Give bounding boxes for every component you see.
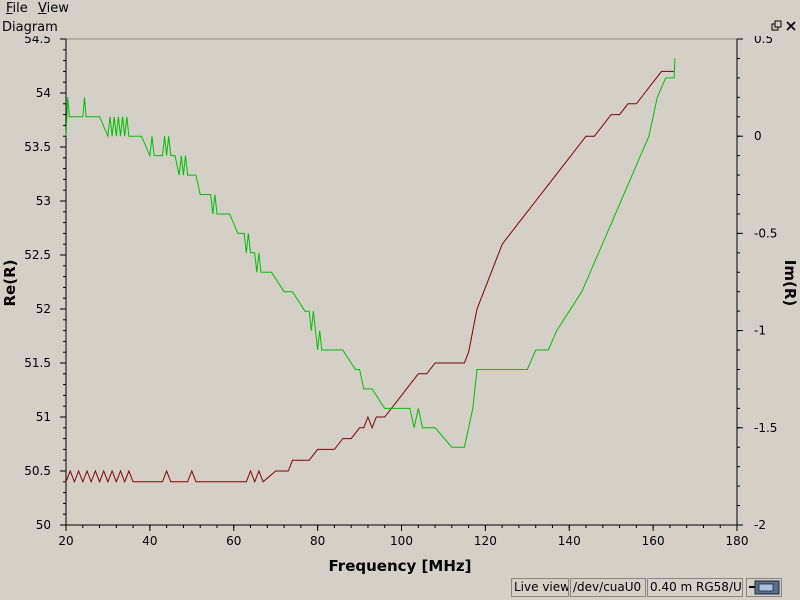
analyzer-device-icon — [746, 578, 782, 597]
plot-area — [65, 38, 738, 526]
y2-axis-label: Im(R) — [781, 260, 799, 306]
status-live-view: Live view — [511, 578, 569, 597]
y-tick-label: 50.5 — [24, 464, 51, 478]
y-tick-label: 53.5 — [24, 140, 51, 154]
statusbar: Live view /dev/cuaU0 0.40 m RG58/U — [0, 577, 800, 600]
x-tick-label: 100 — [390, 534, 413, 548]
y2-tick-label: -1 — [754, 324, 766, 338]
series-re-line — [65, 70, 675, 484]
y-axis-label: Re(R) — [1, 260, 19, 307]
x-tick-label: 20 — [58, 534, 73, 548]
y-tick-label: 54 — [36, 86, 51, 100]
menu-file-rest: ile — [12, 1, 28, 16]
y2-tick-label: -0.5 — [754, 226, 777, 240]
series-im-line — [65, 58, 676, 448]
y-tick-label: 52 — [36, 302, 51, 316]
y-tick-label: 51.5 — [24, 356, 51, 370]
x-tick-label: 180 — [726, 534, 749, 548]
x-tick-label: 140 — [558, 534, 581, 548]
y2-tick-label: -1.5 — [754, 421, 777, 435]
diagram-title: Diagram — [2, 20, 58, 35]
diagram-dock-title: Diagram — [0, 19, 800, 37]
y-tick-label: 53 — [36, 194, 51, 208]
y2-tick-label: -2 — [754, 518, 766, 532]
menu-view[interactable]: View — [38, 1, 69, 16]
menu-file-mnemonic: F — [6, 1, 13, 16]
x-tick-label: 160 — [642, 534, 665, 548]
y-tick-label: 54.5 — [24, 36, 51, 46]
menu-view-rest: iew — [46, 1, 69, 16]
x-tick-label: 60 — [226, 534, 241, 548]
float-window-icon[interactable] — [771, 20, 783, 32]
chart-series — [65, 58, 676, 484]
status-device: /dev/cuaU0 — [570, 578, 646, 597]
x-tick-label: 40 — [142, 534, 157, 548]
menu-file[interactable]: File — [6, 1, 28, 16]
y2-tick-label: 0 — [754, 129, 762, 143]
x-tick-label: 80 — [310, 534, 325, 548]
close-icon[interactable] — [785, 20, 797, 32]
status-cable: 0.40 m RG58/U — [647, 578, 743, 597]
chart-axes: 50 50.5 51 51.5 52 52.5 53 53.5 54 54.5 -2 -1.5 -1 -0… — [24, 36, 777, 548]
impedance-chart: 50 50.5 51 51.5 52 52.5 53 53.5 54 54.5 -2 -1.5 -1 -0… — [1, 36, 799, 575]
menu-view-mnemonic: V — [38, 1, 47, 16]
y-tick-label: 51 — [36, 410, 51, 424]
x-tick-label: 120 — [474, 534, 497, 548]
y-tick-label: 52.5 — [24, 248, 51, 262]
y-tick-label: 50 — [36, 518, 51, 532]
x-axis-label: Frequency [MHz] — [329, 557, 472, 575]
y2-tick-label: 0.5 — [754, 36, 773, 46]
menubar: File View — [0, 0, 800, 18]
